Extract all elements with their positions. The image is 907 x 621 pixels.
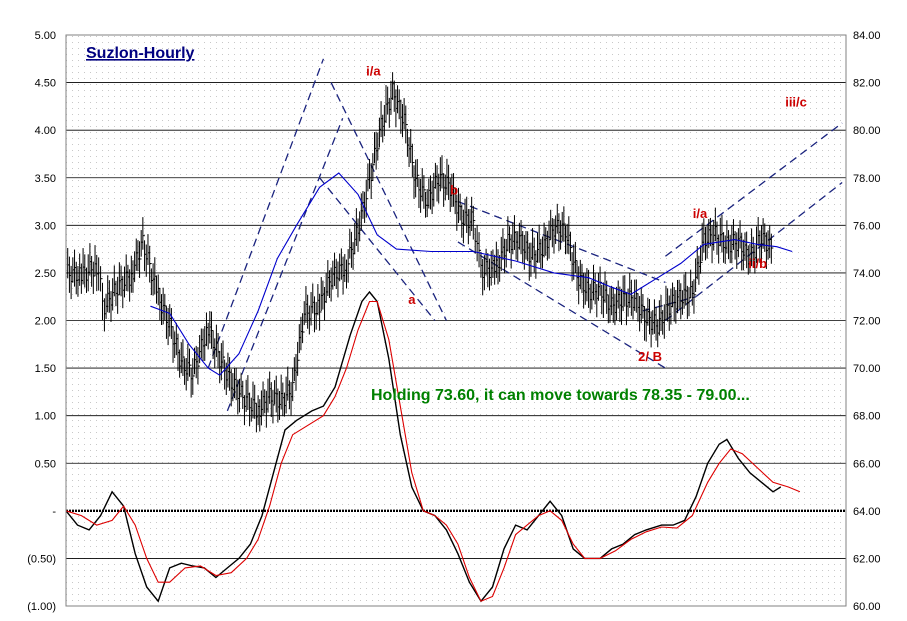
plot-frame — [65, 34, 847, 607]
trendline — [319, 177, 436, 321]
trendline — [226, 118, 344, 412]
trendline — [665, 122, 843, 257]
wave-label: b — [450, 182, 458, 197]
right-tick-label: 74.00 — [853, 268, 881, 280]
wave-label: iii/c — [785, 94, 807, 109]
wave-label: 2/ B — [638, 349, 662, 364]
left-tick-label: 0.50 — [35, 458, 56, 470]
left-tick-label: 1.50 — [35, 363, 56, 375]
forecast-annotation: Holding 73.60, it can move towards 78.35… — [371, 387, 750, 404]
right-tick-label: 82.00 — [853, 78, 881, 90]
left-tick-label: 3.50 — [35, 173, 56, 185]
left-tick-label: 4.50 — [35, 78, 56, 90]
signal-line — [65, 300, 801, 602]
wave-label: i/a — [693, 206, 708, 221]
right-tick-label: 68.00 — [853, 411, 881, 423]
right-tick-label: 72.00 — [853, 316, 881, 328]
right-tick-label: 84.00 — [853, 30, 881, 42]
right-tick-label: 66.00 — [853, 458, 881, 470]
left-tick-label: 5.00 — [35, 30, 56, 42]
right-tick-label: 64.00 — [853, 506, 881, 518]
left-tick-label: - — [52, 506, 56, 518]
trendline — [207, 58, 325, 369]
right-tick-label: 70.00 — [853, 363, 881, 375]
left-tick-label: 2.00 — [35, 316, 56, 328]
wave-label: i/a — [366, 63, 381, 78]
wave-label: ii/b — [748, 256, 767, 271]
right-tick-label: 62.00 — [853, 553, 881, 565]
left-tick-label: 3.00 — [35, 220, 56, 232]
right-tick-label: 76.00 — [853, 220, 881, 232]
chart-title: Suzlon-Hourly — [86, 45, 195, 62]
left-tick-label: 1.00 — [35, 411, 56, 423]
trendline — [457, 200, 666, 284]
right-tick-label: 78.00 — [853, 173, 881, 185]
left-tick-label: 4.00 — [35, 125, 56, 137]
trendline — [665, 181, 843, 322]
right-tick-label: 80.00 — [853, 125, 881, 137]
wave-label: a — [408, 292, 416, 307]
left-tick-label: (1.00) — [27, 601, 56, 613]
moving_average-line — [150, 172, 793, 376]
left-tick-label: (0.50) — [27, 553, 56, 565]
left-tick-label: 2.50 — [35, 268, 56, 280]
trendline — [330, 82, 447, 321]
right-tick-label: 60.00 — [853, 601, 881, 613]
